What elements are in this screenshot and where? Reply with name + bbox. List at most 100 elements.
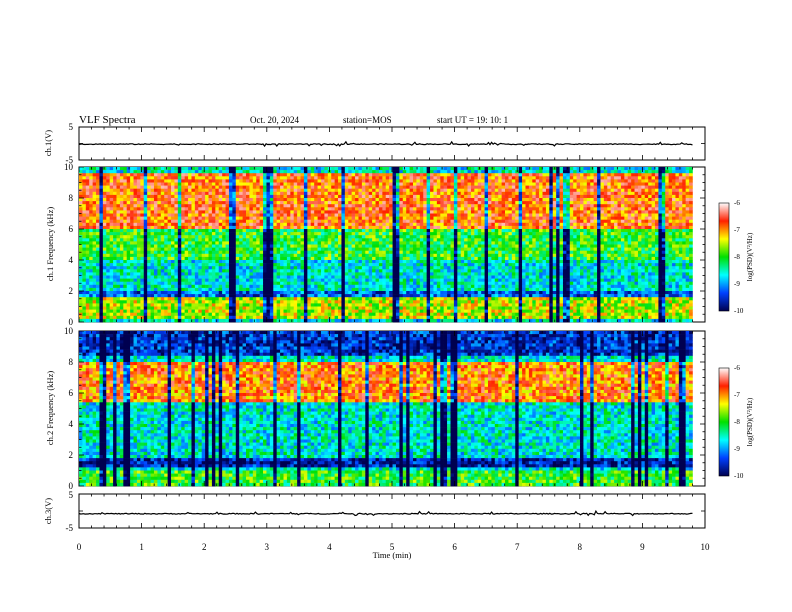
spectrogram-cell <box>297 195 301 198</box>
spectrogram-cell <box>198 238 202 241</box>
spectrogram-cell <box>178 186 182 189</box>
spectrogram-cell <box>236 226 240 229</box>
spectrogram-cell <box>522 198 526 201</box>
spectrogram-cell <box>127 204 131 207</box>
spectrogram-cell <box>614 201 618 204</box>
spectrogram-cell <box>369 235 373 238</box>
spectrogram-cell <box>655 210 659 213</box>
spectrogram-cell <box>113 198 117 201</box>
spectrogram-cell <box>573 238 577 241</box>
spectrogram-cell <box>123 207 127 210</box>
spectrogram-cell <box>580 183 584 186</box>
spectrogram-cell <box>481 207 485 210</box>
spectrogram-cell <box>645 241 649 244</box>
spectrogram-cell <box>410 226 414 229</box>
spectrogram-cell <box>328 248 332 251</box>
spectrogram-cell <box>321 232 325 235</box>
spectrogram-cell <box>328 186 332 189</box>
spectrogram-cell <box>641 210 645 213</box>
spectrogram-cell <box>406 251 410 254</box>
spectrogram-cell <box>631 189 635 192</box>
spectrogram-cell <box>512 189 516 192</box>
spectrogram-cell <box>645 235 649 238</box>
spectrogram-cell <box>618 235 622 238</box>
spectrogram-cell <box>635 204 639 207</box>
spectrogram-cell <box>471 220 475 223</box>
spectrogram-cell <box>474 195 478 198</box>
spectrogram-cell <box>393 192 397 195</box>
spectrogram-cell <box>341 214 345 217</box>
spectrogram-cell <box>106 186 110 189</box>
spectrogram-cell <box>502 238 506 241</box>
spectrogram-cell <box>202 192 206 195</box>
spectrogram-cell <box>410 179 414 182</box>
spectrogram-cell <box>178 207 182 210</box>
spectrogram-cell <box>263 241 267 244</box>
spectrogram-cell <box>635 232 639 235</box>
spectrogram-cell <box>553 176 557 179</box>
spectrogram-cell <box>669 189 673 192</box>
spectrogram-cell <box>328 201 332 204</box>
spectrogram-cell <box>249 204 253 207</box>
spectrogram-cell <box>618 186 622 189</box>
spectrogram-cell <box>301 176 305 179</box>
spectrogram-cell <box>243 226 247 229</box>
spectrogram-cell <box>147 226 151 229</box>
spectrogram-cell <box>658 201 662 204</box>
spectrogram-cell <box>191 170 195 173</box>
spectrogram-cell <box>314 229 318 232</box>
spectrogram-cell <box>597 198 601 201</box>
spectrogram-cell <box>195 176 199 179</box>
spectrogram-cell <box>110 183 114 186</box>
spectrogram-cell <box>607 186 611 189</box>
spectrogram-cell <box>89 245 93 248</box>
spectrogram-cell <box>652 176 656 179</box>
spectrogram-cell <box>307 210 311 213</box>
spectrogram-cell <box>178 229 182 232</box>
spectrogram-cell <box>444 179 448 182</box>
spectrogram-cell <box>512 226 516 229</box>
spectrogram-cell <box>570 217 574 220</box>
spectrogram-cell <box>249 198 253 201</box>
spectrogram-cell <box>563 204 567 207</box>
spectrogram-cell <box>297 167 301 170</box>
spectrogram-cell <box>607 207 611 210</box>
spectrogram-cell <box>209 170 213 173</box>
spectrogram-cell <box>137 248 141 251</box>
spectrogram-cell <box>468 207 472 210</box>
spectrogram-cell <box>471 214 475 217</box>
spectrogram-cell <box>198 226 202 229</box>
spectrogram-cell <box>191 226 195 229</box>
spectrogram-cell <box>498 176 502 179</box>
spectrogram-cell <box>457 245 461 248</box>
spectrogram-cell <box>188 204 192 207</box>
spectrogram-cell <box>600 173 604 176</box>
spectrogram-cell <box>556 176 560 179</box>
spectrogram-cell <box>478 238 482 241</box>
spectrogram-cell <box>679 241 683 244</box>
spectrogram-cell <box>556 229 560 232</box>
spectrogram-cell <box>144 198 148 201</box>
spectrogram-cell <box>290 235 294 238</box>
spectrogram-cell <box>321 210 325 213</box>
spectrogram-cell <box>645 238 649 241</box>
spectrogram-cell <box>314 173 318 176</box>
spectrogram-cell <box>468 198 472 201</box>
spectrogram-cell <box>672 189 676 192</box>
spectrogram-cell <box>283 192 287 195</box>
spectrogram-cell <box>338 192 342 195</box>
spectrogram-cell <box>570 223 574 226</box>
spectrogram-cell <box>205 251 209 254</box>
spectrogram-cell <box>543 195 547 198</box>
spectrogram-cell <box>297 207 301 210</box>
spectrogram-cell <box>174 220 178 223</box>
spectrogram-cell <box>198 210 202 213</box>
spectrogram-cell <box>174 217 178 220</box>
spectrogram-cell <box>686 229 690 232</box>
spectrogram-cell <box>188 176 192 179</box>
spectrogram-cell <box>638 235 642 238</box>
spectrogram-cell <box>137 229 141 232</box>
spectrogram-cell <box>191 248 195 251</box>
spectrogram-cell <box>294 251 298 254</box>
spectrogram-cell <box>127 192 131 195</box>
